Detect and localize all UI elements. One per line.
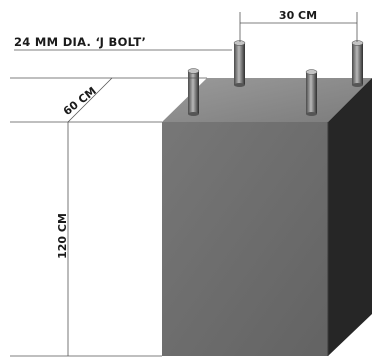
bolt-spacing-dimension: 30 CM (239, 9, 358, 42)
bolt-spacing-label: 30 CM (279, 9, 317, 22)
j-bolt-back-left (233, 40, 246, 87)
j-bolt-back-right (351, 40, 364, 87)
j-bolt-front-left (187, 68, 200, 116)
concrete-block (162, 78, 372, 356)
block-top-face (162, 78, 372, 122)
bolt-callout: 24 MM DIA. ‘J BOLT’ (14, 35, 232, 51)
height-label: 120 CM (56, 213, 69, 259)
bolt-label: 24 MM DIA. ‘J BOLT’ (14, 35, 146, 49)
depth-label: 60 CM (61, 84, 99, 118)
block-side-face (328, 78, 372, 356)
height-dimension: 120 CM (10, 121, 162, 357)
block-front-face (162, 122, 328, 356)
j-bolt-front-right (305, 69, 318, 116)
